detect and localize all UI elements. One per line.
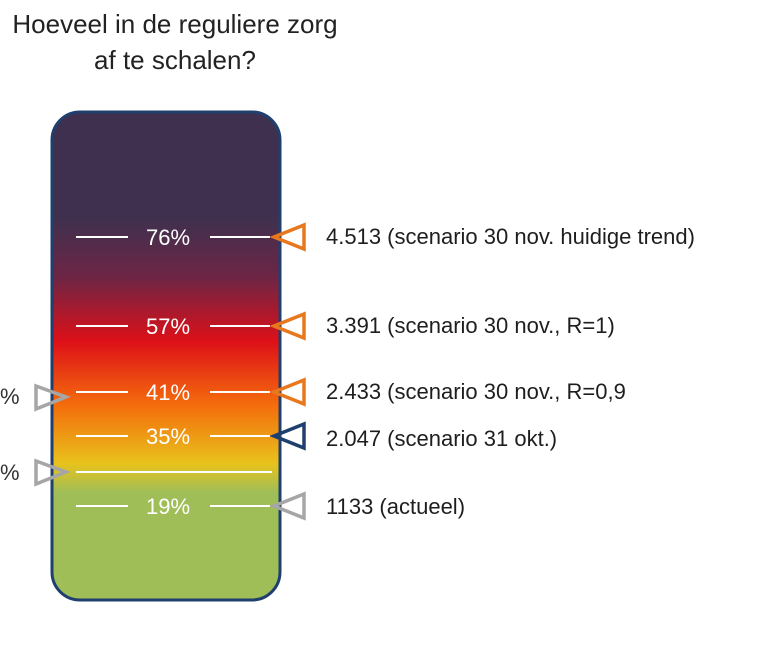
diagram-title: Hoeveel in de reguliere zorg af te schal… <box>0 6 350 78</box>
level-label-19: 1133 (actueel) <box>326 494 466 519</box>
level-label-57: 3.391 (scenario 30 nov., R=1) <box>326 313 615 338</box>
level-marker-35-icon <box>269 421 306 451</box>
level-percent-19: 19% <box>146 494 190 519</box>
level-label-76: 4.513 (scenario 30 nov. huidige trend) <box>326 224 695 249</box>
level-marker-41-icon <box>269 377 306 407</box>
level-marker-19-icon <box>269 491 306 521</box>
level-marker-76-icon <box>269 222 306 252</box>
level-label-35: 2.047 (scenario 31 okt.) <box>326 426 558 451</box>
level-percent-41: 41% <box>146 380 190 405</box>
level-label-41: 2.433 (scenario 30 nov., R=0,9 <box>326 379 626 404</box>
level-percent-35: 35% <box>146 424 190 449</box>
level-marker-57-icon <box>269 311 306 341</box>
left-marker-2-icon <box>34 458 71 487</box>
left-marker-2-label: % <box>0 460 20 485</box>
gauge-body <box>50 110 282 602</box>
left-marker-1-icon <box>34 383 71 412</box>
title-line-2: af te schalen? <box>94 45 256 75</box>
level-percent-57: 57% <box>146 314 190 339</box>
left-marker-1-label: % <box>0 384 20 409</box>
level-percent-76: 76% <box>146 225 190 250</box>
title-line-1: Hoeveel in de reguliere zorg <box>12 9 338 39</box>
